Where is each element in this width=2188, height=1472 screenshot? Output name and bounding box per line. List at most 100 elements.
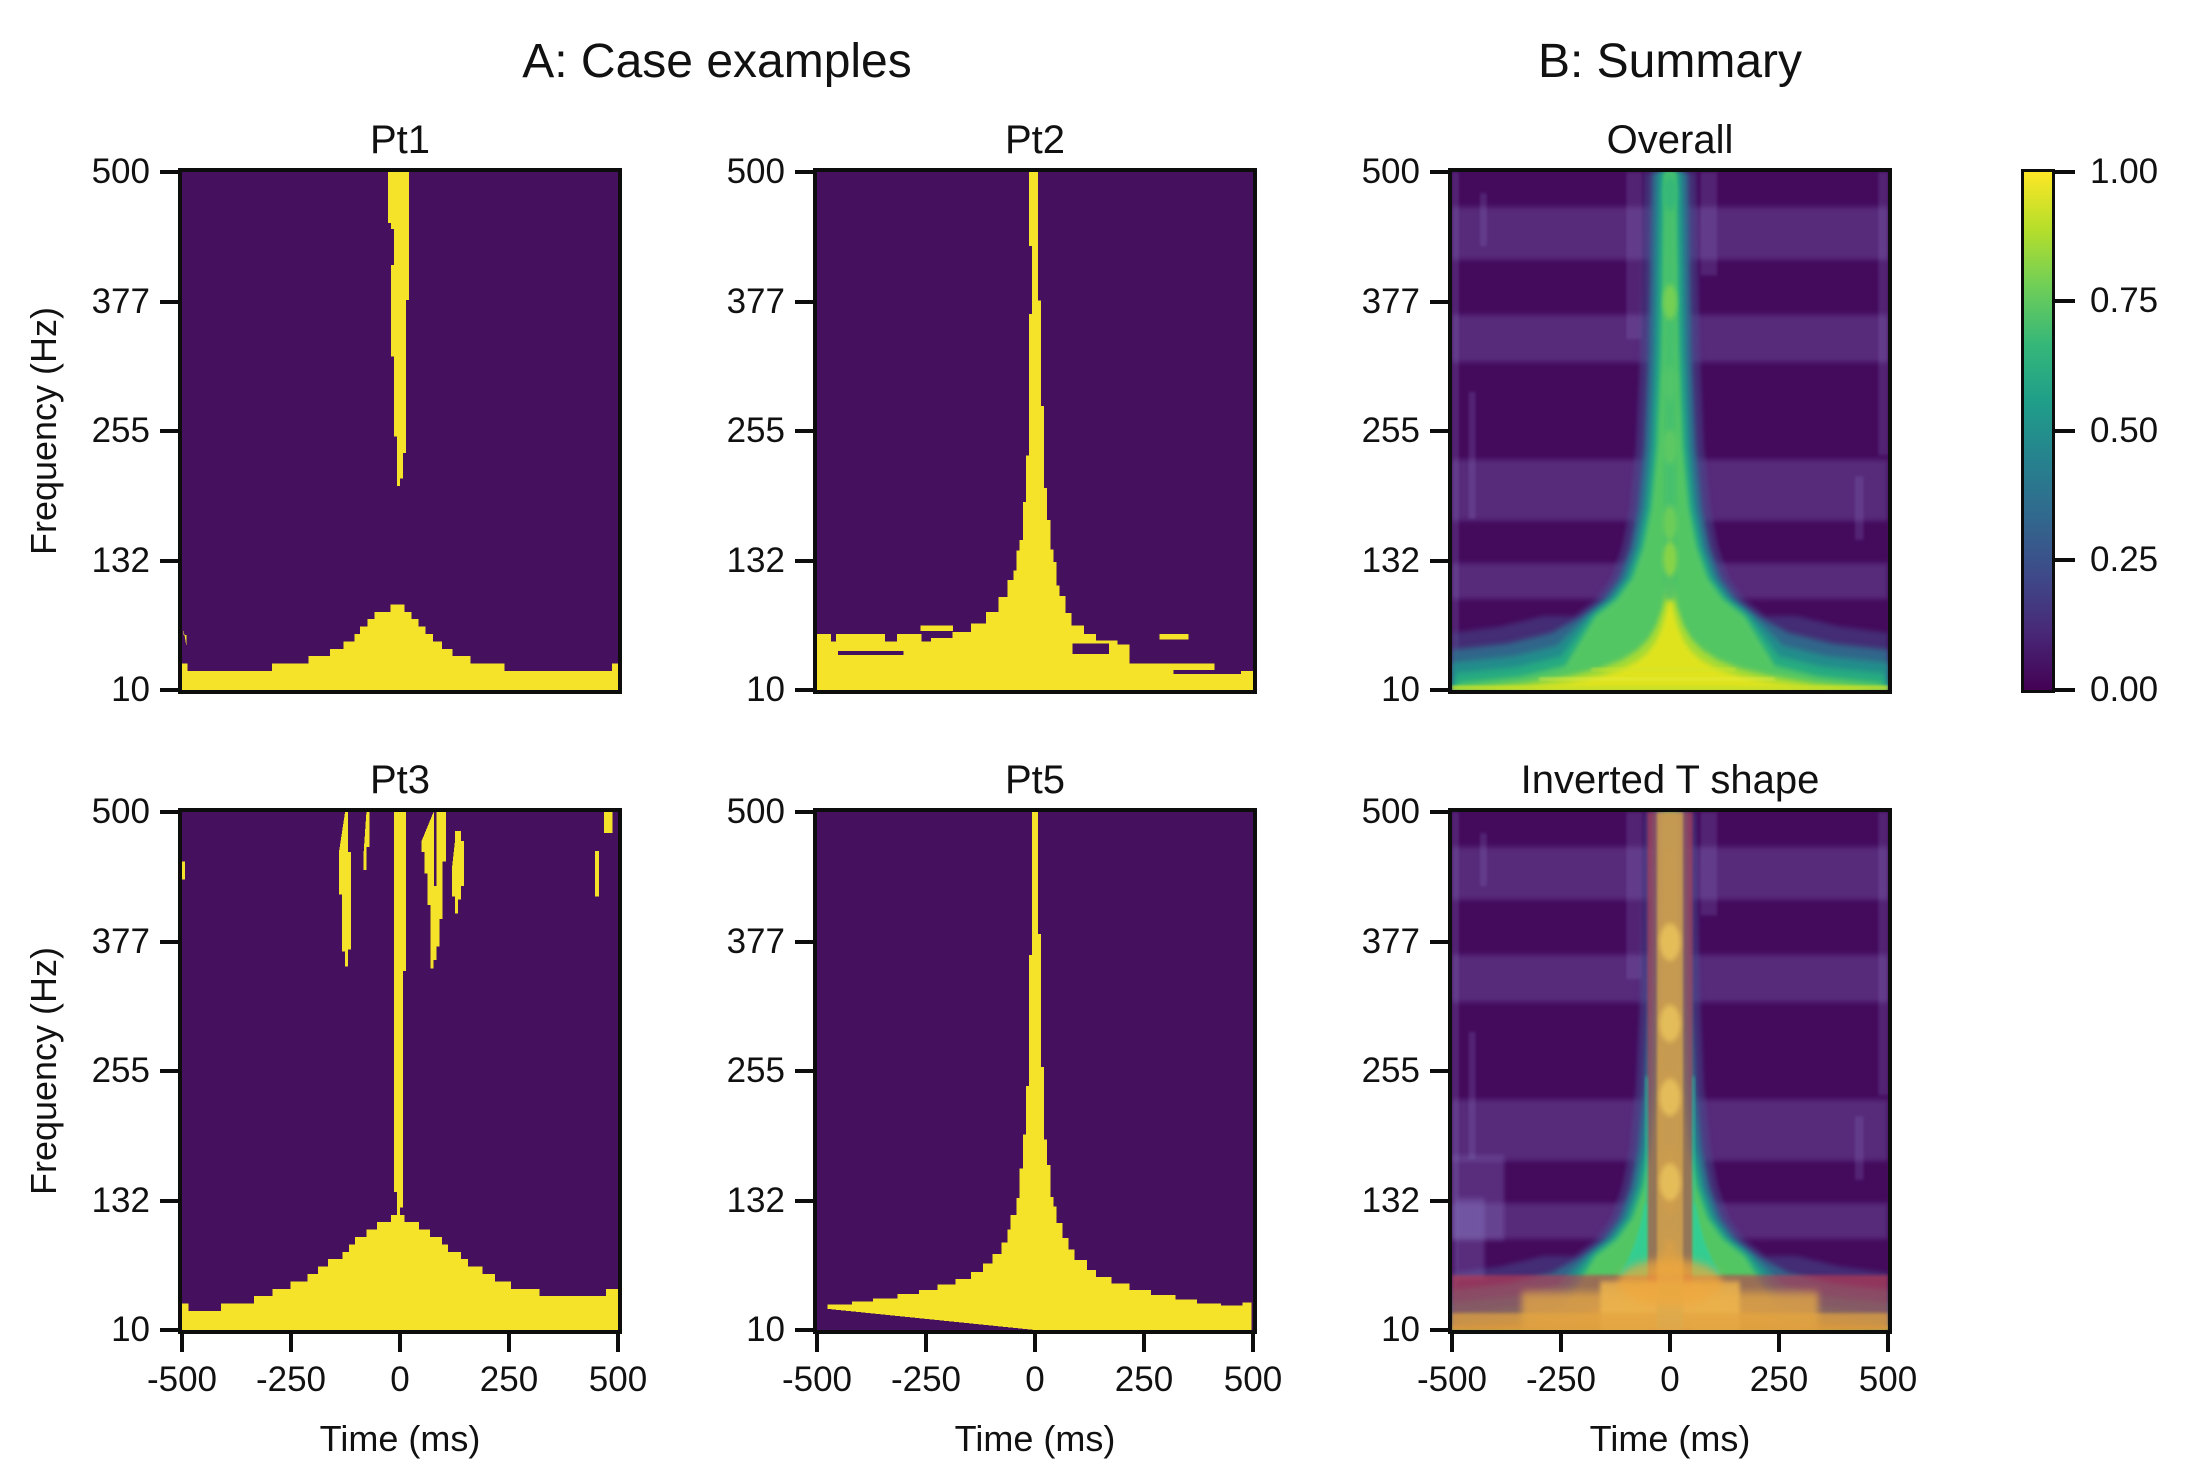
panel-pt3: [178, 808, 622, 1334]
x-tick-label: 0: [1660, 1360, 1680, 1399]
y-tick-mark: [160, 1069, 178, 1073]
y-tick-mark: [160, 1199, 178, 1204]
x-tick-mark: [1559, 1334, 1563, 1352]
x-tick-label: 500: [1858, 1360, 1918, 1399]
x-axis-label-col3: Time (ms): [1589, 1418, 1751, 1459]
x-tick-label: 250: [479, 1360, 539, 1399]
x-axis-label-col2: Time (ms): [954, 1418, 1116, 1459]
y-tick-label: 10: [1381, 670, 1420, 709]
colorbar-tick-label: 0.50: [2090, 411, 2159, 450]
x-tick-label: 250: [1749, 1360, 1809, 1399]
y-tick-mark: [1430, 688, 1448, 692]
x-tick-mark: [289, 1334, 293, 1352]
x-tick-label: 250: [1114, 1360, 1174, 1399]
x-tick-mark: [1450, 1334, 1454, 1352]
y-tick-mark: [160, 688, 178, 692]
y-tick-mark: [1430, 1069, 1448, 1073]
colorbar-tick: [2055, 299, 2075, 303]
x-tick-label: -500: [146, 1360, 218, 1399]
y-tick-label: 10: [111, 670, 150, 709]
y-tick-label: 377: [91, 922, 150, 962]
x-tick-mark: [924, 1334, 928, 1352]
x-tick-label: 0: [1025, 1360, 1045, 1399]
x-tick-label: -500: [1416, 1360, 1488, 1399]
panel-pt5: [813, 808, 1257, 1334]
y-tick-mark: [1430, 940, 1448, 945]
y-tick-mark: [1430, 429, 1448, 433]
y-tick-label: 255: [726, 1051, 785, 1090]
x-tick-mark: [507, 1334, 511, 1352]
y-tick-label: 377: [91, 282, 150, 322]
y-tick-label: 255: [726, 411, 785, 450]
y-tick-label: 377: [726, 282, 785, 322]
x-tick-label: -250: [1525, 1360, 1597, 1399]
colorbar-tick-label: 1.00: [2090, 152, 2159, 191]
x-tick-label: 500: [1223, 1360, 1283, 1399]
y-tick-mark: [795, 559, 813, 564]
y-tick-label: 10: [1381, 1310, 1420, 1349]
y-tick-mark: [795, 940, 813, 945]
panel-title-pt5: Pt5: [1004, 758, 1066, 802]
y-tick-mark: [1430, 170, 1448, 174]
y-tick-mark: [795, 170, 813, 174]
y-tick-label: 255: [91, 411, 150, 450]
x-tick-mark: [180, 1334, 184, 1352]
colorbar-tick: [2055, 688, 2075, 692]
y-tick-mark: [160, 300, 178, 305]
y-tick-label: 500: [91, 792, 150, 831]
section-b-title: B: Summary: [1537, 35, 1803, 88]
x-tick-label: 0: [390, 1360, 410, 1399]
y-tick-label: 132: [1361, 1181, 1420, 1221]
y-tick-mark: [795, 300, 813, 305]
y-tick-mark: [1430, 1199, 1448, 1204]
panel-overall: [1448, 168, 1892, 694]
x-axis-label-col1: Time (ms): [319, 1418, 481, 1459]
y-tick-mark: [160, 429, 178, 433]
y-tick-mark: [795, 1199, 813, 1204]
colorbar-tick: [2055, 170, 2075, 174]
y-tick-label: 255: [1361, 1051, 1420, 1090]
panel-title-inverted_t: Inverted T shape: [1520, 758, 1820, 802]
y-tick-label: 10: [746, 1310, 785, 1349]
y-tick-label: 255: [91, 1051, 150, 1090]
y-tick-label: 255: [1361, 411, 1420, 450]
y-tick-mark: [795, 810, 813, 814]
y-tick-mark: [160, 170, 178, 174]
x-tick-label: -250: [890, 1360, 962, 1399]
y-tick-mark: [795, 1069, 813, 1073]
y-tick-label: 10: [746, 670, 785, 709]
section-a-title: A: Case examples: [522, 35, 912, 88]
colorbar-tick: [2055, 429, 2075, 433]
y-tick-label: 132: [91, 1181, 150, 1221]
y-tick-label: 10: [111, 1310, 150, 1349]
x-tick-mark: [1142, 1334, 1146, 1352]
x-tick-mark: [1886, 1334, 1890, 1352]
colorbar-tick-label: 0.75: [2090, 281, 2159, 320]
y-tick-mark: [160, 1328, 178, 1332]
y-tick-label: 500: [726, 152, 785, 191]
y-tick-mark: [160, 940, 178, 945]
y-tick-label: 377: [1361, 282, 1420, 322]
x-tick-label: -250: [255, 1360, 327, 1399]
colorbar: [2021, 169, 2055, 693]
x-tick-label: -500: [781, 1360, 853, 1399]
panel-title-pt3: Pt3: [369, 758, 431, 802]
x-tick-mark: [398, 1334, 402, 1352]
x-tick-label: 500: [588, 1360, 648, 1399]
panel-title-overall: Overall: [1606, 118, 1734, 162]
colorbar-tick-label: 0.00: [2090, 670, 2159, 709]
y-tick-mark: [795, 688, 813, 692]
colorbar-tick-label: 0.25: [2090, 540, 2159, 579]
y-tick-mark: [795, 429, 813, 433]
y-tick-mark: [1430, 810, 1448, 814]
x-tick-mark: [1033, 1334, 1037, 1352]
panel-title-pt2: Pt2: [1004, 118, 1066, 162]
x-tick-mark: [1777, 1334, 1781, 1352]
y-tick-mark: [160, 810, 178, 814]
y-tick-mark: [795, 1328, 813, 1332]
y-tick-label: 500: [91, 152, 150, 191]
y-tick-label: 132: [91, 541, 150, 581]
y-tick-label: 132: [1361, 541, 1420, 581]
y-tick-label: 377: [726, 922, 785, 962]
